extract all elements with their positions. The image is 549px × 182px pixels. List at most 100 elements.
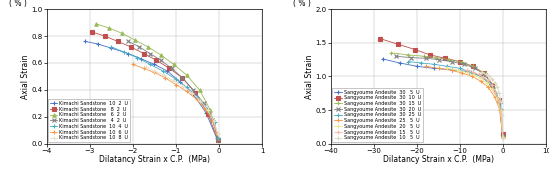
Kimachi Sandstone  10  8  U — [197, 100, 204, 102]
Sangyoume Andesite  15   5  U — [488, 84, 495, 86]
Sangyoume Andesite  30  15  U — [446, 58, 452, 61]
Sangyoume Andesite  15   5  U — [484, 79, 491, 82]
Sangyoume Andesite  15   5  U — [498, 114, 505, 117]
Line: Sangyoume Andesite  15   5  U: Sangyoume Andesite 15 5 U — [465, 69, 505, 140]
Sangyoume Andesite  25   5  U — [500, 136, 506, 138]
Sangyoume Andesite  10   5  U — [483, 73, 489, 76]
Kimachi Sandstone   4  2  U — [125, 40, 132, 43]
Sangyoume Andesite  30  10  U — [377, 38, 384, 40]
Sangyoume Andesite  20   5  U — [489, 88, 495, 90]
Sangyoume Andesite  30  20  U — [472, 67, 479, 70]
Kimachi Sandstone   6  2  U — [132, 39, 138, 41]
Sangyoume Andesite  10   5  U — [486, 75, 492, 78]
Sangyoume Andesite  20   5  U — [484, 82, 490, 84]
Kimachi Sandstone  10  4  U — [134, 56, 141, 59]
Sangyoume Andesite  15   5  U — [463, 69, 470, 72]
Sangyoume Andesite  10   5  U — [499, 114, 506, 117]
Kimachi Sandstone  10  4  U — [194, 96, 201, 98]
Line: Sangyoume Andesite  20   5  U: Sangyoume Andesite 20 5 U — [445, 67, 505, 139]
Kimachi Sandstone  10  6  U — [151, 71, 158, 74]
Sangyoume Andesite  20   5  U — [463, 71, 470, 74]
Kimachi Sandstone  10  4  U — [172, 78, 179, 80]
Kimachi Sandstone  10  8  U — [170, 79, 177, 82]
Sangyoume Andesite  30  25  U — [478, 75, 484, 78]
Sangyoume Andesite  30  25  U — [418, 62, 425, 64]
Sangyoume Andesite  25   5  U — [448, 69, 455, 72]
X-axis label: Dilatancy Strain x C.P.  (MPa): Dilatancy Strain x C.P. (MPa) — [383, 155, 494, 164]
Kimachi Sandstone  10  4  U — [215, 137, 221, 139]
Sangyoume Andesite  20   5  U — [455, 69, 461, 72]
Kimachi Sandstone   8  2  U — [179, 77, 186, 79]
Line: Kimachi Sandstone   4  2  U: Kimachi Sandstone 4 2 U — [127, 40, 220, 141]
Kimachi Sandstone  10  4  U — [211, 121, 218, 123]
Kimachi Sandstone   8  2  U — [88, 31, 95, 33]
Sangyoume Andesite  15   5  U — [480, 76, 486, 78]
Text: ( % ): ( % ) — [9, 0, 27, 8]
Line: Kimachi Sandstone  10  2  U: Kimachi Sandstone 10 2 U — [83, 40, 219, 140]
Sangyoume Andesite  10   5  U — [500, 137, 506, 139]
Sangyoume Andesite  30  10  U — [489, 83, 496, 86]
Line: Kimachi Sandstone  10  4  U: Kimachi Sandstone 10 4 U — [110, 45, 220, 140]
Kimachi Sandstone   6  2  U — [207, 109, 214, 111]
Legend: Sangyoume Andesite  30   5  U, Sangyoume Andesite  30  10  U, Sangyoume Andesite: Sangyoume Andesite 30 5 U, Sangyoume And… — [332, 88, 423, 142]
Sangyoume Andesite  30  10  U — [412, 48, 418, 51]
Kimachi Sandstone   8  2  U — [114, 40, 121, 43]
Sangyoume Andesite  15   5  U — [492, 91, 498, 93]
Kimachi Sandstone   4  2  U — [169, 67, 175, 70]
Line: Sangyoume Andesite  30  15  U: Sangyoume Andesite 30 15 U — [389, 51, 505, 137]
Line: Sangyoume Andesite  10   5  U: Sangyoume Andesite 10 5 U — [480, 71, 505, 140]
Kimachi Sandstone  10  2  U — [190, 93, 197, 95]
Sangyoume Andesite  15   5  U — [475, 73, 482, 76]
Sangyoume Andesite  30  20  U — [500, 135, 506, 137]
Kimachi Sandstone  10  8  U — [180, 85, 186, 87]
Sangyoume Andesite  20   5  U — [497, 110, 504, 112]
Line: Sangyoume Andesite  30  10  U: Sangyoume Andesite 30 10 U — [379, 37, 505, 135]
Sangyoume Andesite  10   5  U — [478, 71, 485, 74]
Sangyoume Andesite  30  15  U — [480, 72, 487, 74]
Kimachi Sandstone   8  2  U — [166, 67, 173, 70]
Sangyoume Andesite  30   5  U — [448, 69, 455, 71]
Kimachi Sandstone  10  2  U — [108, 47, 115, 49]
Sangyoume Andesite  10   5  U — [492, 81, 498, 84]
Kimachi Sandstone  10  8  U — [151, 70, 158, 72]
Kimachi Sandstone   6  2  U — [183, 74, 190, 76]
Sangyoume Andesite  30  10  U — [394, 43, 401, 45]
Kimachi Sandstone   6  2  U — [93, 23, 99, 25]
Kimachi Sandstone   8  2  U — [102, 35, 108, 37]
Sangyoume Andesite  30   5  U — [478, 75, 485, 78]
Sangyoume Andesite  30  20  U — [490, 85, 497, 87]
Sangyoume Andesite  30   5  U — [379, 58, 386, 60]
Sangyoume Andesite  30  25  U — [486, 82, 492, 84]
Sangyoume Andesite  20   5  U — [500, 136, 506, 138]
Sangyoume Andesite  20   5  U — [478, 77, 484, 80]
Kimachi Sandstone  10  6  U — [214, 132, 220, 134]
Kimachi Sandstone  10  6  U — [162, 77, 169, 79]
Kimachi Sandstone   8  2  U — [205, 113, 211, 115]
Sangyoume Andesite  20   5  U — [494, 97, 500, 99]
Sangyoume Andesite  15   5  U — [500, 137, 506, 139]
Sangyoume Andesite  30  15  U — [433, 56, 440, 59]
Kimachi Sandstone   8  2  U — [192, 92, 199, 94]
Kimachi Sandstone   6  2  U — [196, 89, 203, 91]
Kimachi Sandstone  10  8  U — [210, 120, 217, 122]
Sangyoume Andesite  30  20  U — [435, 58, 442, 61]
Kimachi Sandstone  10  6  U — [183, 90, 190, 92]
Sangyoume Andesite  30   5  U — [414, 65, 421, 67]
Line: Kimachi Sandstone  10  8  U: Kimachi Sandstone 10 8 U — [144, 65, 220, 136]
Sangyoume Andesite  30  15  U — [470, 65, 477, 67]
Sangyoume Andesite  30  20  U — [461, 63, 468, 65]
Kimachi Sandstone   4  2  U — [200, 102, 207, 104]
Kimachi Sandstone  10  8  U — [188, 92, 195, 94]
Sangyoume Andesite  30  25  U — [444, 65, 451, 67]
Sangyoume Andesite  30  10  U — [427, 54, 433, 56]
Sangyoume Andesite  10   5  U — [489, 78, 496, 80]
Sangyoume Andesite  30  10  U — [499, 132, 506, 135]
Sangyoume Andesite  25   5  U — [478, 80, 484, 82]
Kimachi Sandstone  10  6  U — [141, 67, 147, 70]
Sangyoume Andesite  30  10  U — [457, 61, 463, 63]
Sangyoume Andesite  30  20  U — [422, 57, 429, 59]
Line: Sangyoume Andesite  30   5  U: Sangyoume Andesite 30 5 U — [381, 57, 505, 139]
Kimachi Sandstone   6  2  U — [144, 46, 151, 48]
Kimachi Sandstone  10  2  U — [138, 58, 145, 60]
Kimachi Sandstone  10  2  U — [214, 137, 220, 139]
